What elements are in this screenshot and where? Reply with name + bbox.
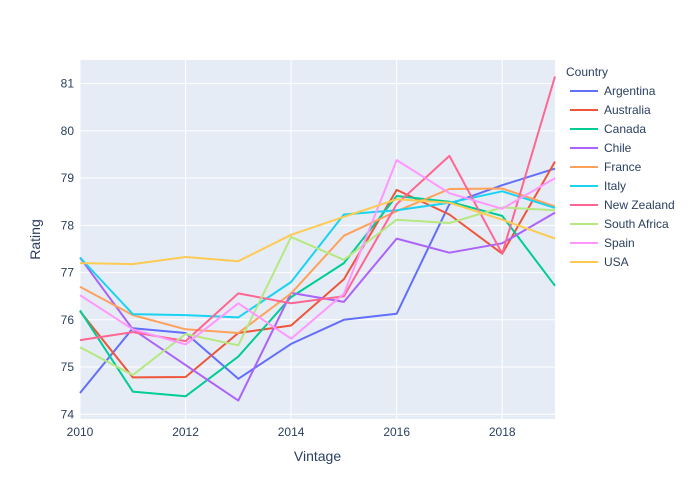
legend-label: South Africa <box>604 217 669 231</box>
legend-item-chile[interactable]: Chile <box>570 141 632 155</box>
x-tick-label: 2016 <box>383 425 410 439</box>
y-axis-title: Rating <box>27 219 43 259</box>
legend-item-australia[interactable]: Australia <box>570 103 651 117</box>
series-line-spain[interactable] <box>79 159 556 346</box>
legend-label: New Zealand <box>604 198 675 212</box>
legend-label: Australia <box>604 103 651 117</box>
series-line-chile[interactable] <box>79 211 556 402</box>
legend-title: Country <box>566 65 608 79</box>
series-line-canada[interactable] <box>79 195 556 398</box>
legend-item-spain[interactable]: Spain <box>570 236 635 250</box>
legend-label: France <box>604 160 642 174</box>
legend-item-italy[interactable]: Italy <box>570 179 626 193</box>
legend-item-argentina[interactable]: Argentina <box>570 84 656 98</box>
y-tick-label: 80 <box>61 124 75 138</box>
legend-item-canada[interactable]: Canada <box>570 122 646 136</box>
y-tick-label: 77 <box>61 266 75 280</box>
legend[interactable]: Country Argentina Australia Canada Chile Fra… <box>566 65 675 269</box>
series-line-france[interactable] <box>79 187 556 334</box>
y-tick-label: 76 <box>61 313 75 327</box>
y-tick-label: 74 <box>61 407 75 421</box>
y-tick-label: 79 <box>61 171 75 185</box>
x-axis-title: Vintage <box>294 448 341 464</box>
series-line-argentina[interactable] <box>79 167 556 394</box>
legend-label: Chile <box>604 141 632 155</box>
x-tick-label: 2014 <box>278 425 305 439</box>
legend-label: Italy <box>604 179 626 193</box>
legend-label: USA <box>604 255 629 269</box>
series-line-usa[interactable] <box>79 198 556 266</box>
x-tick-label: 2012 <box>172 425 199 439</box>
x-tick-label: 2018 <box>489 425 516 439</box>
x-tick-label: 2010 <box>67 425 94 439</box>
y-tick-label: 81 <box>61 77 75 91</box>
legend-item-south-africa[interactable]: South Africa <box>570 217 669 231</box>
series-line-south-africa[interactable] <box>79 206 556 377</box>
legend-label: Canada <box>604 122 646 136</box>
legend-item-usa[interactable]: USA <box>570 255 629 269</box>
plot-area <box>80 60 555 419</box>
y-tick-label: 75 <box>61 360 75 374</box>
legend-item-new-zealand[interactable]: New Zealand <box>570 198 675 212</box>
series-line-australia[interactable] <box>79 161 556 379</box>
tick-layer: 74 75 76 77 78 79 80 81 2010 2012 2014 2016 2018 <box>61 77 516 439</box>
legend-label: Argentina <box>604 84 656 98</box>
legend-label: Spain <box>604 236 635 250</box>
legend-item-france[interactable]: France <box>570 160 642 174</box>
series-layer <box>79 76 556 402</box>
y-tick-label: 78 <box>61 218 75 232</box>
